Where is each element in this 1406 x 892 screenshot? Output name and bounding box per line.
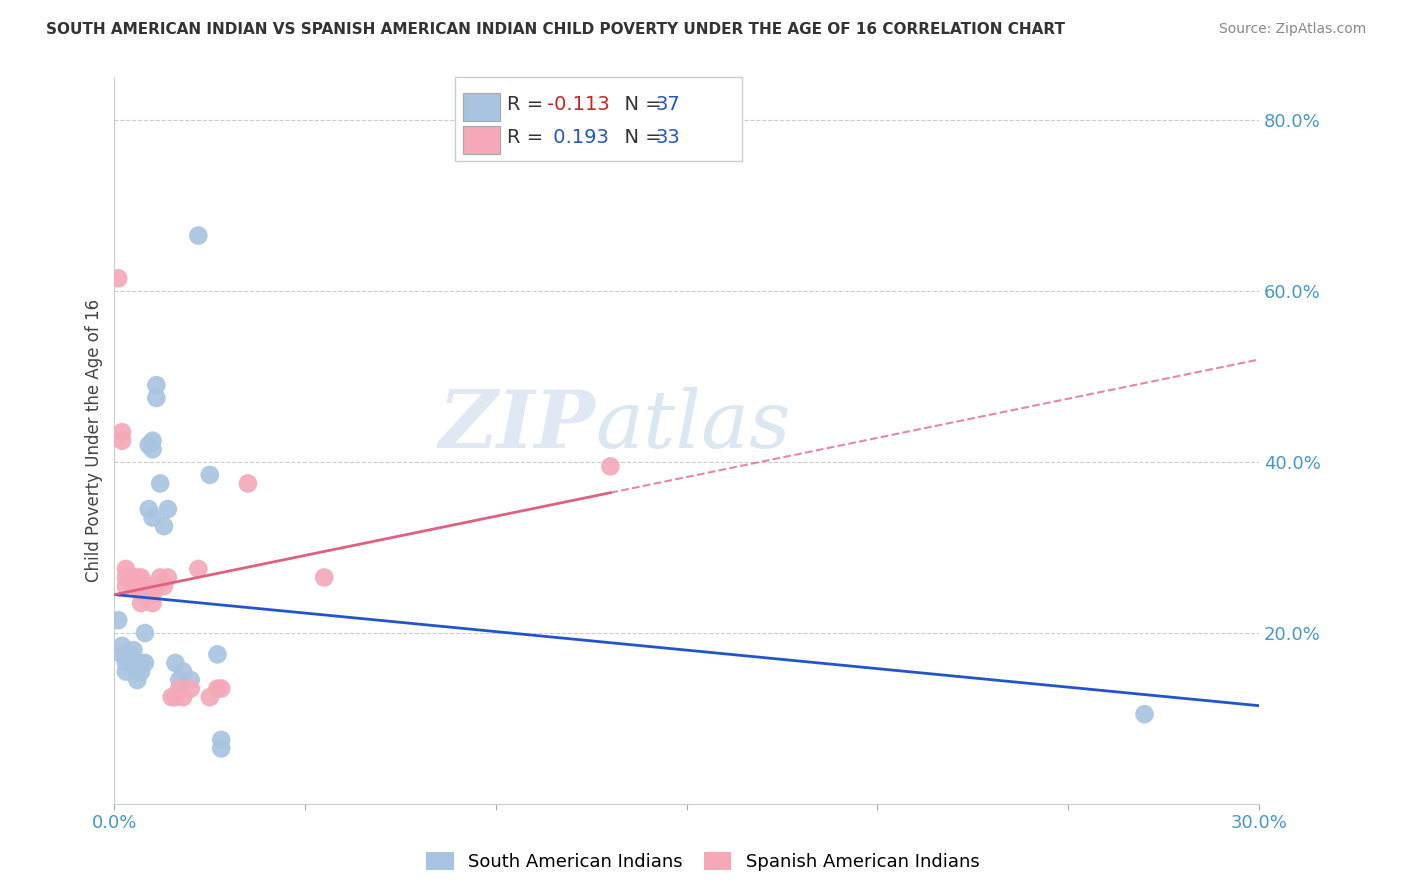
Point <box>142 510 165 524</box>
Point <box>198 690 221 705</box>
Point <box>172 665 194 679</box>
Point <box>115 665 138 679</box>
Point <box>207 681 229 696</box>
Point <box>122 570 145 584</box>
Point <box>134 626 156 640</box>
Point <box>127 665 149 679</box>
Point <box>207 648 229 662</box>
Point <box>160 690 183 705</box>
Point <box>156 570 179 584</box>
Point <box>209 681 232 696</box>
Text: -0.113: -0.113 <box>547 95 610 114</box>
Point <box>165 690 187 705</box>
Point <box>129 596 152 610</box>
Point <box>134 588 156 602</box>
Point <box>172 690 194 705</box>
Point <box>314 570 336 584</box>
Point <box>149 570 172 584</box>
Point <box>127 570 149 584</box>
Text: 37: 37 <box>655 95 681 114</box>
Point <box>115 648 138 662</box>
Point <box>180 681 202 696</box>
Point <box>169 681 191 696</box>
Text: ZIP: ZIP <box>439 387 595 465</box>
Point <box>145 391 167 405</box>
Point <box>111 434 134 448</box>
Point <box>153 519 176 533</box>
Point <box>122 643 145 657</box>
Text: R =: R = <box>508 95 550 114</box>
Point <box>134 656 156 670</box>
Point <box>165 656 187 670</box>
FancyBboxPatch shape <box>456 78 741 161</box>
Point <box>156 502 179 516</box>
Legend: South American Indians, Spanish American Indians: South American Indians, Spanish American… <box>419 845 987 879</box>
Point <box>142 588 165 602</box>
Text: 33: 33 <box>655 128 681 146</box>
Text: SOUTH AMERICAN INDIAN VS SPANISH AMERICAN INDIAN CHILD POVERTY UNDER THE AGE OF : SOUTH AMERICAN INDIAN VS SPANISH AMERICA… <box>46 22 1066 37</box>
Point <box>107 613 129 627</box>
Point <box>153 579 176 593</box>
Text: R =: R = <box>508 128 550 146</box>
Point <box>129 665 152 679</box>
Text: N =: N = <box>612 95 668 114</box>
Point <box>111 639 134 653</box>
Point <box>209 741 232 756</box>
Point <box>236 476 259 491</box>
Point <box>149 476 172 491</box>
Point <box>599 459 621 474</box>
Point <box>111 425 134 439</box>
FancyBboxPatch shape <box>464 126 501 153</box>
Point <box>122 656 145 670</box>
Point <box>187 562 209 576</box>
Point <box>115 656 138 670</box>
Point <box>122 579 145 593</box>
Point <box>180 673 202 687</box>
Point <box>142 596 165 610</box>
Point <box>111 648 134 662</box>
Point <box>145 378 167 392</box>
Point <box>209 732 232 747</box>
Point <box>118 656 141 670</box>
Point <box>107 271 129 285</box>
Text: Source: ZipAtlas.com: Source: ZipAtlas.com <box>1219 22 1367 37</box>
FancyBboxPatch shape <box>464 94 501 121</box>
Point <box>142 442 165 457</box>
Point <box>127 579 149 593</box>
Point <box>118 648 141 662</box>
Point <box>138 502 160 516</box>
Point <box>115 570 138 584</box>
Point <box>115 579 138 593</box>
Point <box>127 656 149 670</box>
Text: 0.193: 0.193 <box>547 128 609 146</box>
Point <box>115 562 138 576</box>
Point <box>198 467 221 482</box>
Point <box>138 438 160 452</box>
Point <box>187 228 209 243</box>
Point <box>169 673 191 687</box>
Point <box>1133 707 1156 722</box>
Text: N =: N = <box>612 128 668 146</box>
Point <box>129 570 152 584</box>
Point <box>145 579 167 593</box>
Y-axis label: Child Poverty Under the Age of 16: Child Poverty Under the Age of 16 <box>86 299 103 582</box>
Text: atlas: atlas <box>595 387 790 465</box>
Point <box>118 570 141 584</box>
Point <box>142 434 165 448</box>
Point <box>138 579 160 593</box>
Point <box>129 656 152 670</box>
Point <box>127 673 149 687</box>
